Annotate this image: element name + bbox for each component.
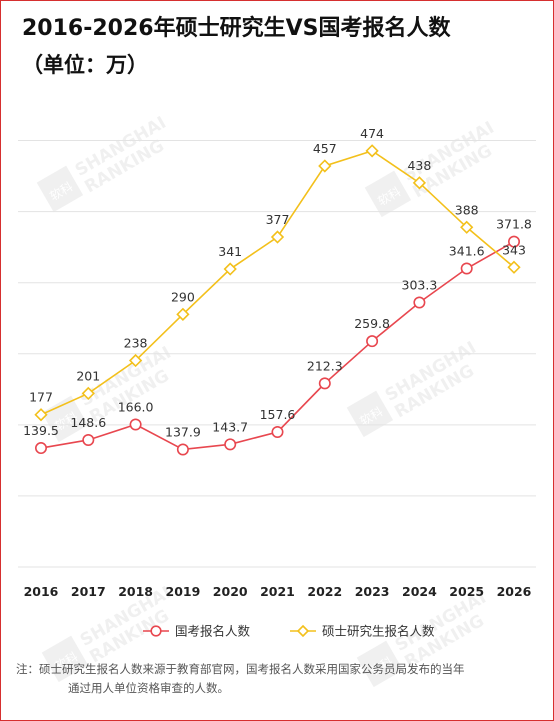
series-gov-exam: 139.5 148.6 166.0 137.9 143.7 157.6 212.3 259.8…: [23, 217, 532, 456]
data-point: [460, 220, 474, 234]
data-label: 238: [124, 336, 148, 351]
watermark-logo: [346, 390, 394, 438]
data-point: [82, 433, 95, 446]
watermark-logo: [364, 170, 412, 218]
legend-marker: [296, 624, 310, 638]
data-point: [366, 335, 379, 348]
x-tick-label: 2019: [166, 584, 201, 599]
data-label: 212.3: [307, 358, 343, 373]
data-label: 377: [266, 212, 290, 227]
x-tick-label: 2020: [213, 584, 248, 599]
legend: 国考报名人数 硕士研究生报名人数: [143, 624, 435, 639]
data-point: [413, 296, 426, 309]
data-point: [507, 235, 520, 248]
x-tick-label: 2025: [449, 584, 484, 599]
legend-label: 硕士研究生报名人数: [322, 624, 435, 639]
data-label: 371.8: [496, 217, 532, 232]
chart-title: 2016-2026年硕士研究生VS国考报名人数: [22, 16, 451, 41]
legend-marker: [150, 625, 162, 637]
data-point: [460, 262, 473, 275]
data-point: [271, 425, 284, 438]
watermark-logo: [36, 165, 84, 213]
x-tick-label: 2023: [355, 584, 390, 599]
footnote: 注：硕士研究生报名人数来源于教育部官网，国考报名人数采用国家公务员局发布的当年 …: [16, 660, 541, 698]
data-point: [365, 144, 379, 158]
chart-subtitle: （单位：万）: [22, 53, 148, 77]
x-tick-label: 2021: [260, 584, 295, 599]
watermark-logo: [41, 395, 89, 443]
data-label: 303.3: [402, 278, 438, 293]
data-point: [129, 418, 142, 431]
footnote-line-1: 注：硕士研究生报名人数来源于教育部官网，国考报名人数采用国家公务员局发布的当年: [16, 662, 465, 676]
data-label: 139.5: [23, 423, 59, 438]
data-label: 438: [407, 158, 431, 173]
data-label: 137.9: [165, 424, 201, 439]
series-grad-exam: 177 201 238 290 341 377 457 474 438 388 343: [29, 126, 526, 422]
x-tick-label: 2022: [307, 584, 342, 599]
x-tick-label: 2024: [402, 584, 437, 599]
data-point: [176, 443, 189, 456]
data-label: 201: [76, 368, 100, 383]
data-label: 457: [313, 141, 337, 156]
data-label: 259.8: [354, 316, 390, 331]
data-label: 148.6: [70, 415, 106, 430]
watermark-logo: [356, 640, 404, 688]
data-point: [318, 377, 331, 390]
x-tick-label: 2016: [24, 584, 59, 599]
x-axis: 2016 2017 2018 2019 2020 2021 2022 2023 2024 2025…: [24, 584, 532, 599]
footnote-line-2: 通过用人单位资格审查的人数。: [68, 681, 229, 695]
data-point: [34, 408, 48, 422]
data-label: 166.0: [118, 400, 154, 415]
legend-item: 硕士研究生报名人数: [290, 624, 435, 639]
data-point: [176, 307, 190, 321]
data-label: 341.6: [449, 244, 485, 259]
data-label: 290: [171, 289, 195, 304]
x-tick-label: 2026: [497, 584, 532, 599]
data-point: [318, 159, 332, 173]
data-label: 341: [218, 244, 242, 259]
legend-label: 国考报名人数: [175, 624, 251, 639]
watermark-logo: [41, 635, 89, 683]
series-layer: 139.5 148.6 166.0 137.9 143.7 157.6 212.3 259.8…: [23, 126, 532, 456]
x-tick-label: 2018: [118, 584, 153, 599]
data-label: 474: [360, 126, 384, 141]
data-label: 343: [502, 242, 526, 257]
x-tick-label: 2017: [71, 584, 106, 599]
data-point: [128, 353, 143, 368]
data-point: [412, 176, 427, 190]
data-label: 157.6: [260, 407, 296, 422]
data-point: [223, 262, 237, 276]
data-point: [507, 260, 521, 274]
data-point: [224, 438, 237, 451]
data-label: 143.7: [212, 419, 248, 434]
data-label: 177: [29, 390, 53, 405]
legend-item: 国考报名人数: [143, 624, 251, 639]
data-point: [270, 230, 285, 244]
data-label: 388: [455, 202, 479, 217]
data-point: [34, 442, 47, 455]
data-point: [81, 386, 95, 401]
